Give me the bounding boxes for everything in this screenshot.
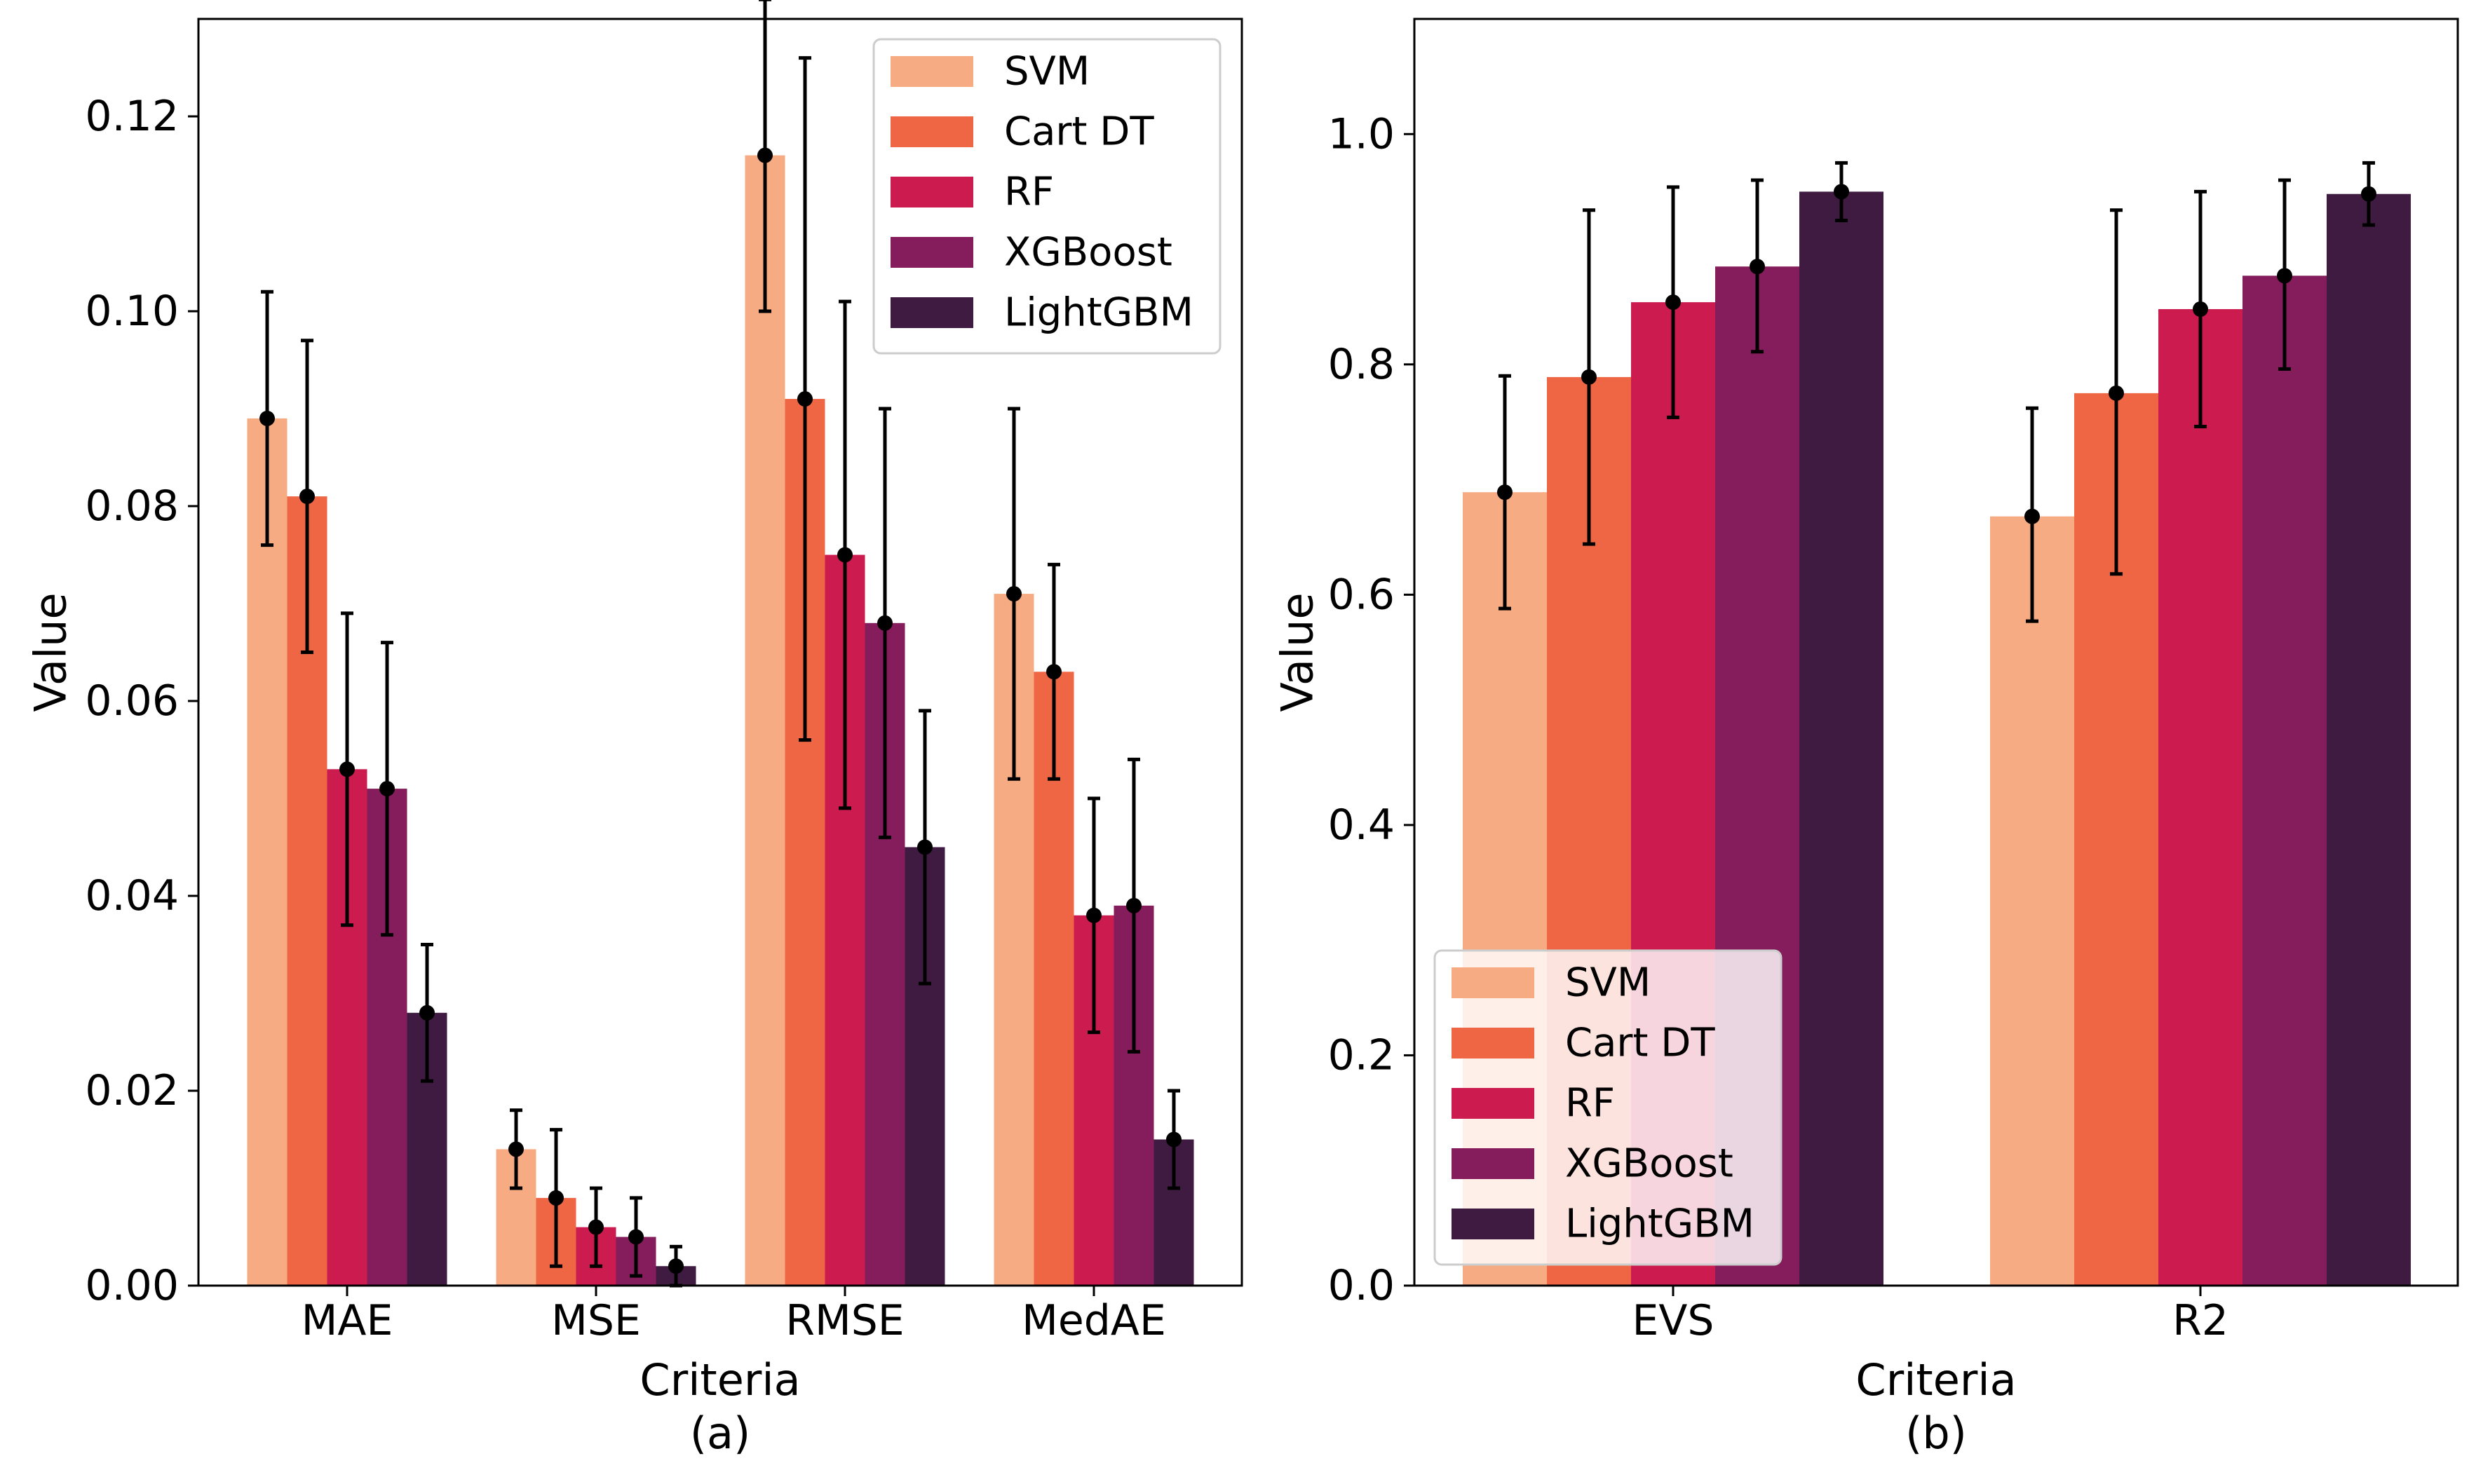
- point-r2-cart-dt: [2109, 385, 2124, 401]
- plot-frame: [1413, 18, 2459, 1287]
- x-tick-label: EVS: [1632, 1296, 1714, 1345]
- point-r2-lightgbm: [2361, 186, 2376, 202]
- point-mae-lightgbm: [419, 1005, 435, 1021]
- y-axis-label: Value: [25, 592, 76, 712]
- y-tick-label: 0.00: [85, 1261, 179, 1310]
- point-mae-xgboost: [379, 781, 395, 797]
- point-evs-lightgbm: [1834, 184, 1849, 200]
- legend-swatch-xgboost: [1452, 1148, 1534, 1179]
- bar-r2-rf: [2158, 308, 2242, 1286]
- point-rmse-rf: [837, 547, 853, 563]
- point-medae-lightgbm: [1166, 1131, 1182, 1148]
- point-mse-lightgbm: [668, 1258, 684, 1274]
- point-medae-rf: [1086, 907, 1102, 923]
- y-tick-label: 0.6: [1328, 570, 1395, 619]
- legend-label: Cart DT: [1004, 109, 1154, 155]
- legend-swatch-svm: [1452, 967, 1534, 998]
- panel-caption: (a): [690, 1408, 750, 1459]
- bar-mae-svm: [247, 418, 287, 1286]
- plot-frame: [197, 18, 1243, 1287]
- point-rmse-cart-dt: [797, 391, 813, 407]
- x-tick-label: RMSE: [785, 1296, 904, 1345]
- bar-evs-lightgbm: [1799, 191, 1883, 1286]
- point-mse-rf: [588, 1219, 604, 1235]
- legend-label: RF: [1565, 1081, 1615, 1126]
- point-medae-svm: [1006, 586, 1022, 602]
- point-r2-xgboost: [2277, 268, 2292, 284]
- y-tick-label: 0.12: [85, 92, 179, 141]
- legend-swatch-rf: [1452, 1088, 1534, 1119]
- legend-label: RF: [1004, 170, 1054, 215]
- x-tick-label: MedAE: [1022, 1296, 1166, 1345]
- legend: SVM Cart DT RF XGBoost LightGBM: [1433, 949, 1782, 1266]
- legend-swatch-cart-dt: [1452, 1028, 1534, 1058]
- y-tick-label: 0.10: [85, 287, 179, 336]
- y-tick-label: 1.0: [1328, 109, 1395, 158]
- point-rmse-xgboost: [877, 615, 893, 631]
- legend: SVM Cart DT RF XGBoost LightGBM: [872, 38, 1222, 355]
- y-tick-label: 0.06: [85, 676, 179, 726]
- point-evs-rf: [1665, 294, 1681, 311]
- y-tick-label: 0.02: [85, 1066, 179, 1115]
- legend-label: XGBoost: [1004, 230, 1172, 275]
- chart-panel-b: 0.0 0.2 0.4 0.6 0.8 1.0 EVS R2 Criteria(b) Value S…: [1272, 18, 2459, 1459]
- point-r2-svm: [2024, 508, 2040, 524]
- legend-label: Cart DT: [1565, 1021, 1715, 1066]
- bar-r2-xgboost: [2242, 275, 2327, 1286]
- legend-swatch-xgboost: [891, 237, 973, 268]
- point-evs-svm: [1497, 484, 1513, 501]
- legend-swatch-lightgbm: [891, 297, 973, 328]
- point-mae-cart-dt: [299, 489, 315, 505]
- y-tick-label: 0.8: [1328, 340, 1395, 389]
- legend-swatch-cart-dt: [891, 116, 973, 147]
- y-tick-label: 0.0: [1328, 1261, 1395, 1310]
- x-axis-label: Criteria: [640, 1354, 800, 1405]
- point-mse-svm: [508, 1141, 524, 1157]
- legend-swatch-svm: [891, 56, 973, 87]
- x-tick-label: R2: [2172, 1296, 2228, 1345]
- point-evs-cart-dt: [1581, 369, 1597, 385]
- chart-panel-a: 0.00 0.02 0.04 0.06 0.08 0.10 0.12 MAE MSE RMSE Me…: [25, 0, 1243, 1459]
- y-tick-label: 0.4: [1328, 801, 1395, 850]
- y-tick-label: 0.08: [85, 482, 179, 531]
- y-tick-label: 0.2: [1328, 1030, 1395, 1080]
- legend-label: LightGBM: [1004, 290, 1193, 336]
- legend-label: SVM: [1565, 960, 1651, 1006]
- panel-caption: (b): [1905, 1408, 1967, 1459]
- legend-label: LightGBM: [1565, 1202, 1754, 1247]
- legend-label: SVM: [1004, 49, 1090, 95]
- point-mse-cart-dt: [548, 1190, 564, 1206]
- point-mse-xgboost: [628, 1229, 644, 1245]
- y-axis-label: Value: [1272, 592, 1323, 712]
- bar-r2-lightgbm: [2327, 193, 2411, 1286]
- point-rmse-svm: [757, 147, 773, 163]
- point-medae-xgboost: [1126, 897, 1142, 913]
- point-mae-rf: [339, 761, 355, 777]
- point-evs-xgboost: [1750, 259, 1765, 275]
- legend-label: XGBoost: [1565, 1141, 1733, 1187]
- x-tick-label: MAE: [302, 1296, 393, 1345]
- legend-swatch-rf: [891, 177, 973, 207]
- point-r2-rf: [2193, 301, 2208, 317]
- bar-r2-svm: [1990, 516, 2074, 1286]
- point-mae-svm: [259, 410, 275, 426]
- x-tick-label: MSE: [551, 1296, 641, 1345]
- y-tick-label: 0.04: [85, 871, 179, 920]
- legend-swatch-lightgbm: [1452, 1209, 1534, 1239]
- point-rmse-lightgbm: [917, 839, 933, 855]
- point-medae-cart-dt: [1046, 664, 1062, 680]
- bar-rmse-svm: [745, 155, 785, 1286]
- x-axis-label: Criteria: [1855, 1354, 2016, 1405]
